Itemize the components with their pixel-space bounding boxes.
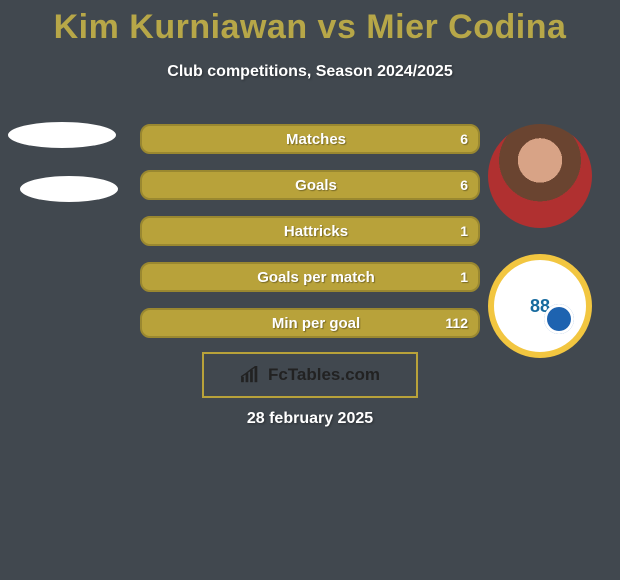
page-title: Kim Kurniawan vs Mier Codina [0,0,620,47]
comparison-infographic: Kim Kurniawan vs Mier Codina Club compet… [0,0,620,580]
stat-bar-goals-per-match: Goals per match 1 [140,262,480,292]
page-subtitle: Club competitions, Season 2024/2025 [0,63,620,81]
soccer-ball-icon [544,304,574,334]
player1-placeholder-shape-2 [20,176,118,202]
stats-bars: Matches 6 Goals 6 Hattricks 1 Goals per … [140,124,480,354]
stat-label: Goals [295,177,337,194]
stat-bar-goals: Goals 6 [140,170,480,200]
stat-value: 6 [460,131,468,147]
stat-value: 1 [460,223,468,239]
bar-chart-icon [240,366,262,384]
stat-label: Min per goal [272,315,360,332]
stat-value: 112 [445,315,468,331]
stat-bar-min-per-goal: Min per goal 112 [140,308,480,338]
watermark-box: FcTables.com [202,352,418,398]
player1-placeholder-shape-1 [8,122,116,148]
stat-label: Goals per match [257,269,375,286]
stat-value: 1 [460,269,468,285]
stat-label: Hattricks [284,223,348,240]
player2-club-badge: 88 [488,254,592,358]
infographic-date: 28 february 2025 [0,410,620,428]
watermark-text: FcTables.com [268,365,380,385]
stat-label: Matches [286,131,346,148]
stat-bar-matches: Matches 6 [140,124,480,154]
player2-avatar [488,124,592,228]
stat-value: 6 [460,177,468,193]
stat-bar-hattricks: Hattricks 1 [140,216,480,246]
